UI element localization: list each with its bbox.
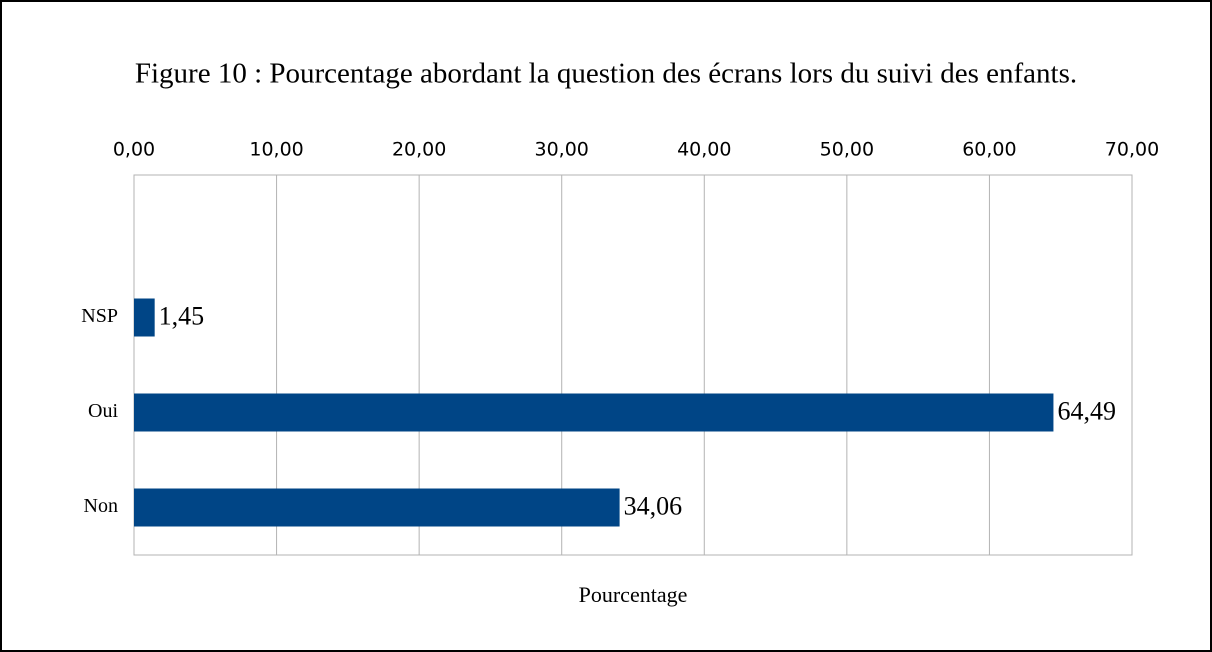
chart-title: Figure 10 : Pourcentage abordant la ques… (135, 58, 1077, 90)
y-tick-label: Oui (88, 400, 118, 422)
bar (134, 393, 1054, 432)
value-label: 1,45 (159, 301, 205, 330)
y-tick-label: NSP (81, 305, 118, 327)
x-tick-label: 10,00 (249, 139, 303, 161)
y-tick-label: Non (84, 495, 118, 517)
x-axis-label: Pourcentage (579, 582, 688, 607)
plot-border (133, 174, 1133, 556)
x-tick-label: 40,00 (677, 139, 731, 161)
value-label: 34,06 (624, 491, 683, 520)
x-tick-label: 70,00 (1105, 139, 1159, 161)
value-label: 64,49 (1057, 396, 1116, 425)
x-tick-label: 0,00 (113, 139, 155, 161)
x-tick-label: 30,00 (535, 139, 589, 161)
x-tick-label: 60,00 (962, 139, 1016, 161)
bar (134, 298, 155, 337)
x-tick-label: 50,00 (820, 139, 874, 161)
bar (134, 488, 620, 527)
x-tick-label: 20,00 (392, 139, 446, 161)
